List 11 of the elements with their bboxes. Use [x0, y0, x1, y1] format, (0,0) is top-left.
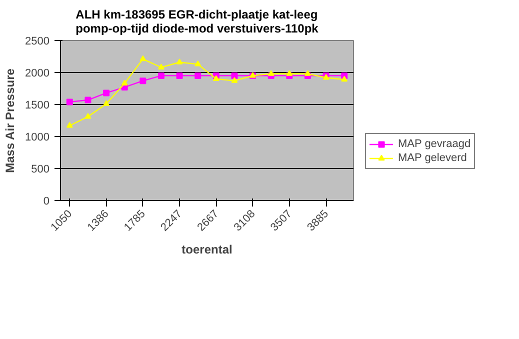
y-tick-label: 2000: [25, 68, 50, 80]
x-axis-title: toerental: [182, 242, 232, 256]
y-axis-title: Mass Air Pressure: [3, 68, 18, 173]
y-tick-label: 1000: [25, 132, 50, 144]
y-tick-label: 2500: [25, 36, 50, 48]
y-tick-label: 0: [43, 196, 50, 208]
y-tick-label: 500: [31, 164, 50, 176]
legend-label: MAP geleverd: [398, 150, 467, 164]
y-tick-label: 1500: [25, 100, 50, 112]
legend-label: MAP gevraagd: [398, 136, 471, 150]
chart-title: ALH km-183695 EGR-dicht-plaatje kat-leeg pomp-op-tijd diode-mod verstuivers-110pk: [76, 8, 319, 36]
